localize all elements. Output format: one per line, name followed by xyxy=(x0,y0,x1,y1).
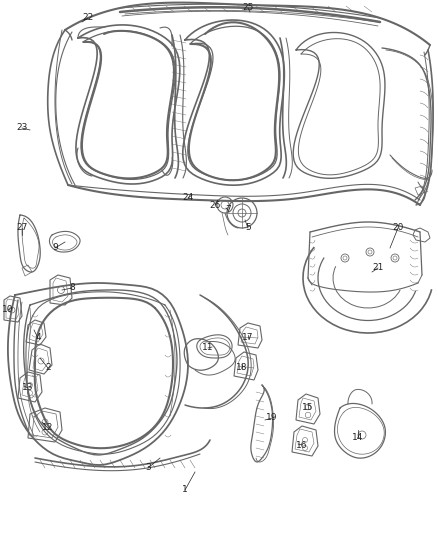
Text: 11: 11 xyxy=(202,343,214,352)
Text: 27: 27 xyxy=(16,223,28,232)
Text: 24: 24 xyxy=(182,193,194,203)
Text: 2: 2 xyxy=(45,364,51,373)
Text: 22: 22 xyxy=(82,13,94,22)
Text: 21: 21 xyxy=(372,263,384,272)
Text: 3: 3 xyxy=(145,464,151,472)
Text: 7: 7 xyxy=(225,206,231,214)
Text: 10: 10 xyxy=(2,305,14,314)
Text: 23: 23 xyxy=(16,124,28,133)
Text: 12: 12 xyxy=(42,424,54,432)
Text: 20: 20 xyxy=(392,223,404,232)
Text: 13: 13 xyxy=(22,384,34,392)
Text: 26: 26 xyxy=(209,200,221,209)
Text: 16: 16 xyxy=(296,440,308,449)
Text: 1: 1 xyxy=(182,486,188,495)
Text: 8: 8 xyxy=(69,284,75,293)
Text: 4: 4 xyxy=(35,334,41,343)
Text: 25: 25 xyxy=(242,4,254,12)
Text: 17: 17 xyxy=(242,334,254,343)
Text: 19: 19 xyxy=(266,414,278,423)
Text: 14: 14 xyxy=(352,433,364,442)
Text: 15: 15 xyxy=(302,403,314,413)
Text: 9: 9 xyxy=(52,244,58,253)
Text: 18: 18 xyxy=(236,364,248,373)
Text: 5: 5 xyxy=(245,223,251,232)
